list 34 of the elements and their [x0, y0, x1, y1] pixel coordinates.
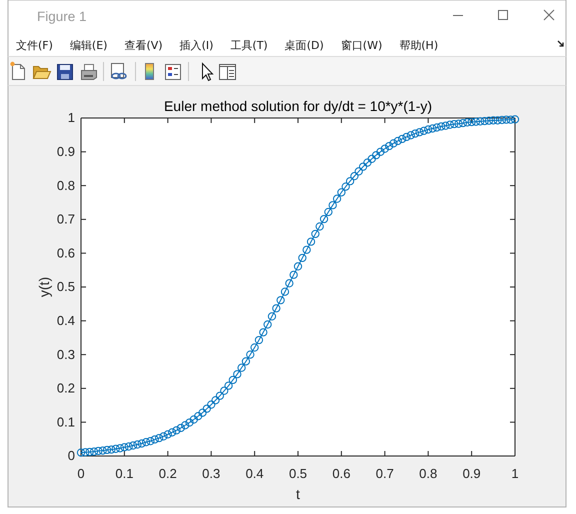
x-tick-label: 0.6 [332, 466, 350, 482]
text: 插入(I) [180, 39, 214, 52]
text: 查看(V) [124, 39, 163, 52]
text: 桌面(D) [284, 39, 324, 52]
y-tick-label: 0.5 [56, 279, 75, 294]
x-tick-label: 0.9 [462, 466, 481, 482]
y-tick-label: 1 [68, 110, 75, 126]
text: 工具(T) [230, 39, 268, 52]
x-tick-label: 0.8 [419, 466, 438, 482]
y-tick-label: 0.6 [56, 245, 75, 260]
y-tick-label: 0.3 [56, 346, 75, 362]
y-tick-label: 0.1 [56, 414, 75, 430]
text: 窗口(W) [340, 39, 382, 52]
x-tick-label: 0.2 [158, 466, 177, 482]
x-tick-label: 0.3 [202, 466, 220, 482]
text: 帮助(H) [399, 39, 438, 52]
x-tick-label: 0.1 [115, 466, 134, 482]
x-axis-title: t [296, 486, 300, 502]
x-tick-label: 1 [511, 466, 519, 482]
y-tick-label: 0.7 [56, 212, 75, 227]
x-tick-label: 0.7 [376, 466, 394, 482]
x-tick-label: 0 [77, 466, 85, 482]
caption: Figure 1 [37, 9, 87, 24]
chart-title: Euler method solution for dy/dt = 10*y*(1-y) [164, 98, 432, 114]
y-tick-label: 0.9 [56, 144, 75, 159]
text: 文件(F) [16, 39, 53, 52]
y-tick-label: 0.8 [56, 178, 75, 193]
y-axis-title: y(t) [36, 276, 52, 298]
x-tick-label: 0.5 [288, 466, 308, 482]
text: 编辑(E) [70, 39, 108, 52]
x-tick-label: 0.4 [246, 466, 264, 482]
y-tick-label: 0.2 [56, 380, 75, 396]
y-tick-label: 0 [68, 448, 75, 464]
y-tick-label: 0.4 [56, 312, 75, 328]
